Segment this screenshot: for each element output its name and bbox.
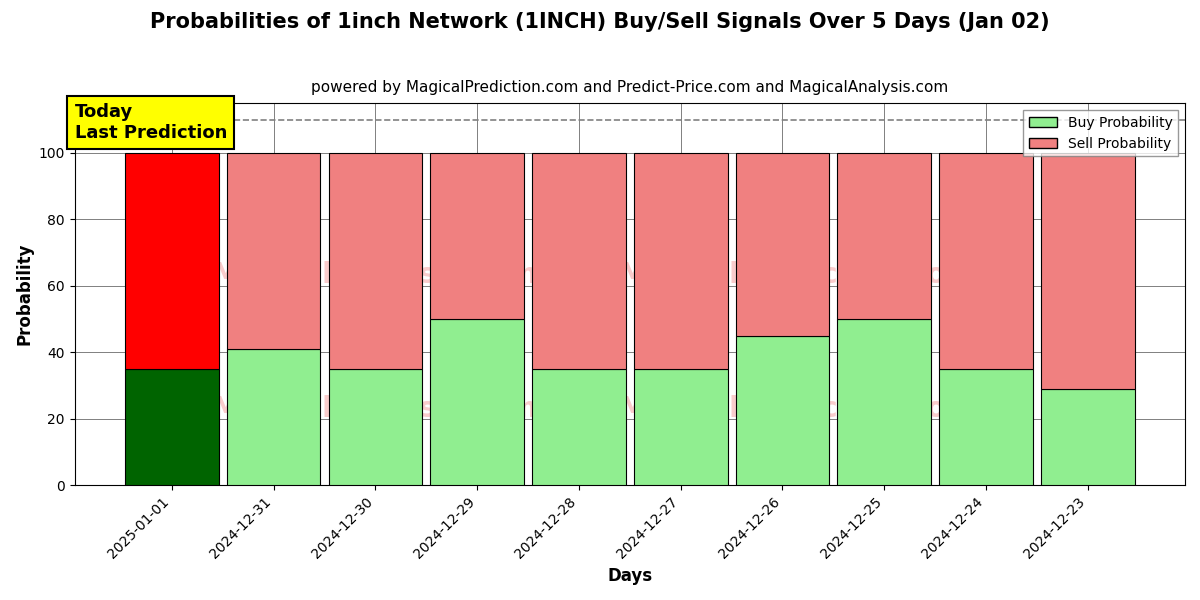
- Bar: [227, 153, 320, 349]
- Bar: [431, 153, 524, 319]
- Bar: [634, 369, 727, 485]
- Bar: [940, 369, 1033, 485]
- Bar: [736, 153, 829, 336]
- Bar: [838, 319, 931, 485]
- Title: powered by MagicalPrediction.com and Predict-Price.com and MagicalAnalysis.com: powered by MagicalPrediction.com and Pre…: [311, 80, 948, 95]
- Bar: [736, 336, 829, 485]
- Bar: [125, 153, 218, 369]
- Bar: [532, 153, 625, 369]
- Bar: [634, 153, 727, 369]
- Bar: [838, 153, 931, 319]
- Bar: [1040, 153, 1134, 389]
- Text: MagicalPrediction.com: MagicalPrediction.com: [618, 261, 974, 289]
- Text: Probabilities of 1inch Network (1INCH) Buy/Sell Signals Over 5 Days (Jan 02): Probabilities of 1inch Network (1INCH) B…: [150, 12, 1050, 32]
- Bar: [431, 319, 524, 485]
- Bar: [1040, 389, 1134, 485]
- Legend: Buy Probability, Sell Probability: Buy Probability, Sell Probability: [1024, 110, 1178, 156]
- Y-axis label: Probability: Probability: [16, 243, 34, 346]
- Bar: [227, 349, 320, 485]
- Bar: [329, 369, 422, 485]
- Text: MagicalAnalysis.com: MagicalAnalysis.com: [211, 261, 538, 289]
- Bar: [125, 369, 218, 485]
- Text: MagicalAnalysis.com: MagicalAnalysis.com: [211, 395, 538, 423]
- Bar: [940, 153, 1033, 369]
- Text: MagicalPrediction.com: MagicalPrediction.com: [618, 395, 974, 423]
- Bar: [532, 369, 625, 485]
- Bar: [329, 153, 422, 369]
- X-axis label: Days: Days: [607, 567, 653, 585]
- Text: Today
Last Prediction: Today Last Prediction: [74, 103, 227, 142]
